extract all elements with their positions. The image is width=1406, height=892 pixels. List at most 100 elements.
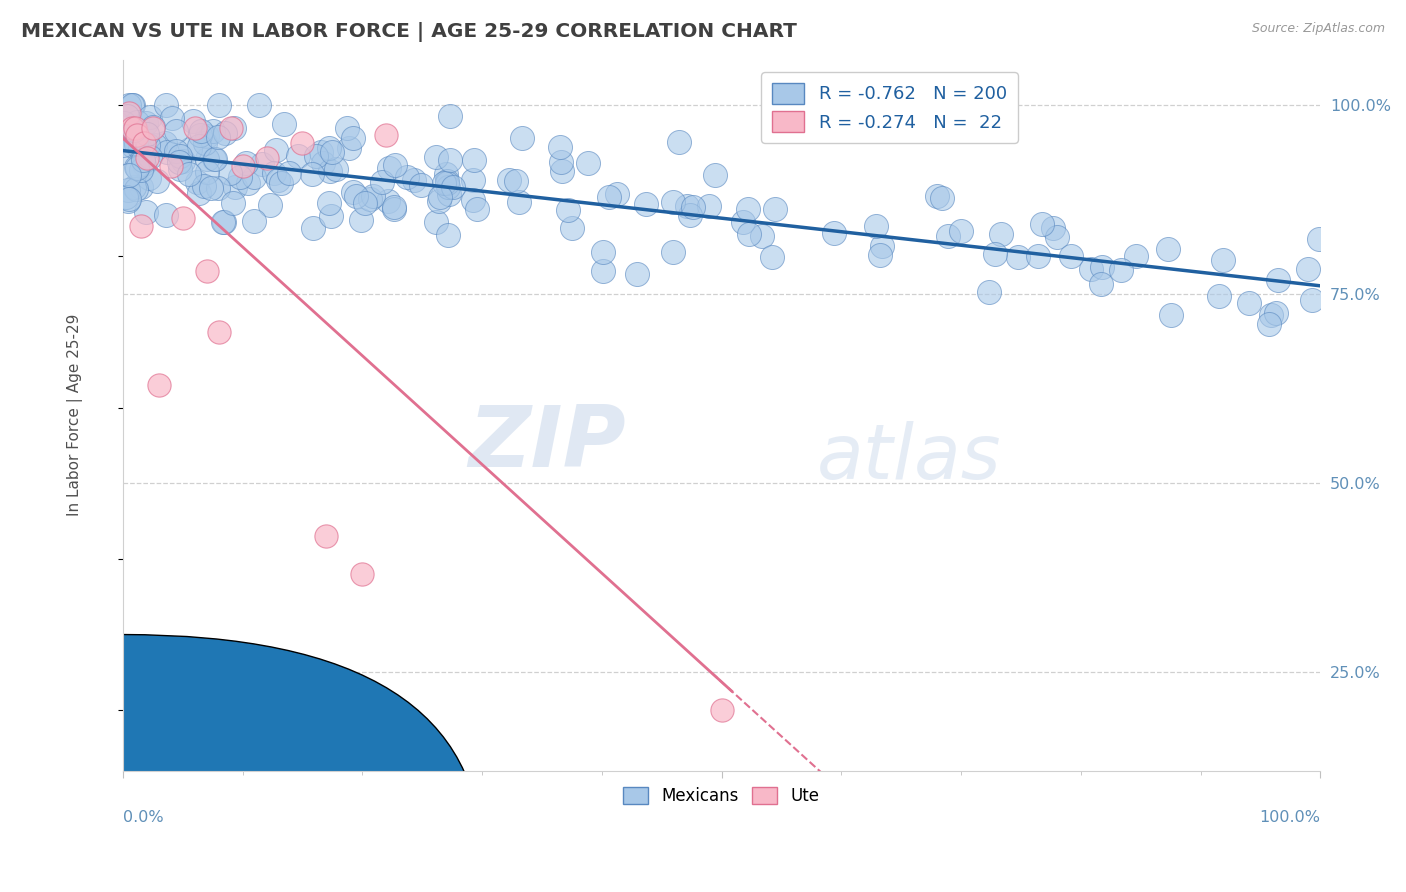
- Point: [118, 105, 141, 120]
- Point: [1031, 217, 1053, 231]
- Point: [675, 198, 697, 212]
- Point: [592, 244, 614, 259]
- Point: [122, 98, 145, 112]
- Point: [395, 169, 418, 184]
- Point: [433, 176, 456, 190]
- Point: [1208, 289, 1230, 303]
- Point: [1060, 249, 1083, 263]
- Point: [155, 208, 177, 222]
- Point: [204, 153, 226, 167]
- Point: [214, 126, 236, 140]
- Point: [319, 163, 342, 178]
- Point: [117, 182, 139, 196]
- Point: [1080, 262, 1102, 277]
- Point: [352, 567, 374, 582]
- Point: [636, 196, 658, 211]
- Point: [870, 238, 893, 252]
- Point: [1237, 296, 1260, 310]
- Point: [425, 150, 447, 164]
- Point: [1260, 308, 1282, 322]
- Point: [354, 196, 377, 211]
- FancyBboxPatch shape: [0, 634, 482, 892]
- Point: [378, 161, 401, 175]
- Point: [321, 145, 343, 159]
- Point: [181, 114, 204, 128]
- Point: [498, 173, 520, 187]
- Point: [165, 124, 187, 138]
- Point: [437, 227, 460, 242]
- Point: [118, 168, 141, 182]
- Point: [336, 120, 359, 135]
- Point: [312, 156, 335, 170]
- Point: [315, 529, 337, 543]
- Point: [195, 165, 218, 179]
- Point: [129, 219, 152, 233]
- Point: [434, 167, 457, 181]
- Point: [127, 115, 149, 129]
- Point: [682, 200, 704, 214]
- Point: [990, 227, 1012, 241]
- Point: [129, 163, 152, 178]
- Point: [402, 173, 425, 187]
- Point: [287, 148, 309, 162]
- Point: [165, 145, 187, 159]
- Point: [1212, 252, 1234, 267]
- Point: [409, 178, 432, 193]
- Point: [375, 128, 398, 143]
- Point: [200, 181, 222, 195]
- Point: [194, 136, 217, 150]
- Point: [1308, 232, 1330, 246]
- Text: 0.0%: 0.0%: [122, 810, 163, 825]
- Point: [505, 174, 527, 188]
- Point: [207, 325, 229, 339]
- Point: [117, 194, 139, 208]
- Point: [139, 110, 162, 124]
- Point: [169, 149, 191, 163]
- Point: [195, 129, 218, 144]
- Point: [121, 98, 143, 112]
- Point: [557, 203, 579, 218]
- Point: [267, 173, 290, 187]
- Point: [1160, 308, 1182, 322]
- Point: [436, 177, 458, 191]
- Point: [232, 159, 254, 173]
- Point: [1090, 277, 1112, 291]
- Point: [136, 128, 159, 142]
- Point: [461, 173, 484, 187]
- Point: [763, 202, 786, 216]
- Point: [224, 180, 246, 194]
- Point: [186, 174, 208, 188]
- Point: [145, 138, 167, 153]
- Point: [1267, 273, 1289, 287]
- Point: [112, 116, 135, 130]
- Point: [169, 161, 191, 176]
- Point: [134, 136, 156, 150]
- Point: [737, 202, 759, 216]
- Point: [1301, 293, 1323, 307]
- Point: [382, 202, 405, 216]
- Point: [738, 227, 761, 242]
- Point: [202, 152, 225, 166]
- Point: [869, 247, 891, 261]
- Point: [550, 155, 572, 169]
- Point: [592, 264, 614, 278]
- Point: [229, 169, 252, 184]
- Point: [318, 140, 340, 154]
- Point: [662, 245, 685, 260]
- Point: [212, 215, 235, 229]
- Point: [461, 193, 484, 207]
- Point: [155, 98, 177, 112]
- Point: [188, 128, 211, 143]
- Point: [1007, 250, 1029, 264]
- Point: [704, 168, 727, 182]
- Point: [936, 228, 959, 243]
- Point: [183, 120, 205, 135]
- Text: MEXICAN VS UTE IN LABOR FORCE | AGE 25-29 CORRELATION CHART: MEXICAN VS UTE IN LABOR FORCE | AGE 25-2…: [21, 22, 797, 42]
- Point: [138, 150, 160, 164]
- Point: [118, 98, 141, 112]
- Point: [984, 246, 1007, 260]
- Point: [463, 153, 485, 167]
- Point: [277, 166, 299, 180]
- Point: [136, 138, 159, 153]
- Text: atlas: atlas: [817, 421, 1002, 495]
